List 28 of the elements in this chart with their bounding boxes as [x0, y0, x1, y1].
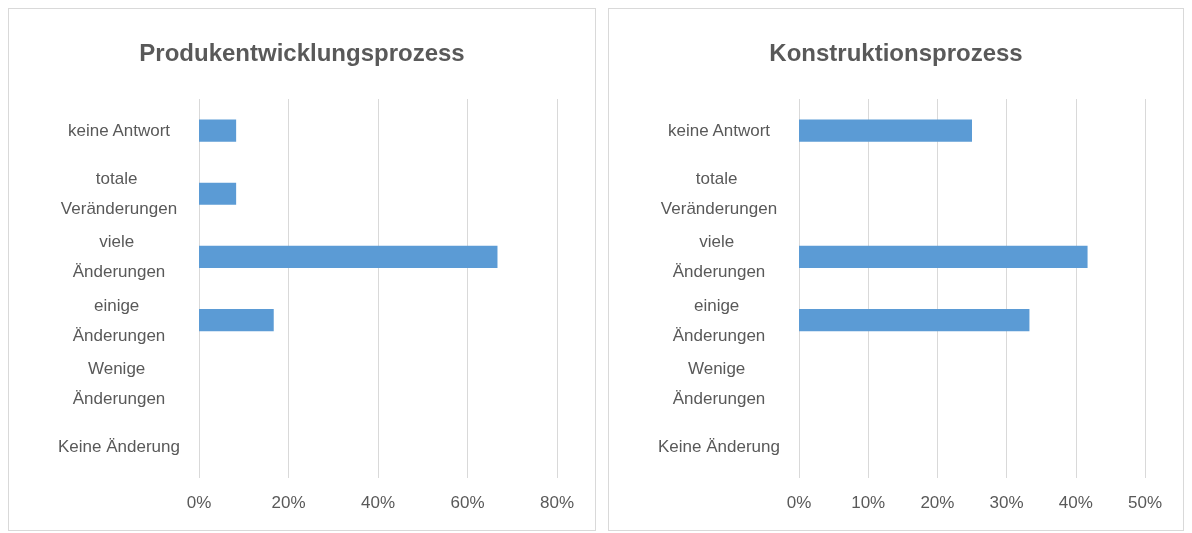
x-tick-label: 20% [920, 493, 955, 512]
y-tick-label: einige Änderungen [72, 295, 166, 345]
x-tick-label: 50% [1127, 493, 1163, 512]
bar [799, 309, 1030, 332]
x-tick-label: 0% [186, 493, 212, 512]
y-tick-label: keine Antwort [67, 121, 171, 141]
bar [799, 245, 1088, 268]
x-tick-label: 10% [851, 493, 886, 512]
chart-title: Konstruktionsprozess [769, 38, 1023, 66]
x-tick-label: 40% [1058, 493, 1093, 512]
x-tick-label: 60% [450, 493, 485, 512]
y-tick-label: Wenige Änderungen [672, 358, 766, 408]
bar [199, 245, 498, 268]
x-tick-label: 30% [989, 493, 1024, 512]
x-tick-label: 20% [271, 493, 306, 512]
x-tick-label: 0% [786, 493, 812, 512]
bar [799, 119, 972, 142]
y-tick-label: keine Antwort [667, 121, 771, 141]
x-tick-label: 40% [360, 493, 396, 512]
bar [199, 182, 237, 205]
bar [199, 309, 274, 332]
x-tick-label: 80% [539, 493, 575, 512]
chart-title: Produkentwicklungsprozess [139, 38, 465, 66]
y-tick-label: Keine Änderung [658, 436, 780, 456]
bar [199, 119, 237, 142]
y-tick-label: einige Änderungen [672, 295, 766, 345]
y-tick-label: Keine Änderung [58, 436, 180, 456]
y-tick-label: Wenige Änderungen [72, 358, 166, 408]
